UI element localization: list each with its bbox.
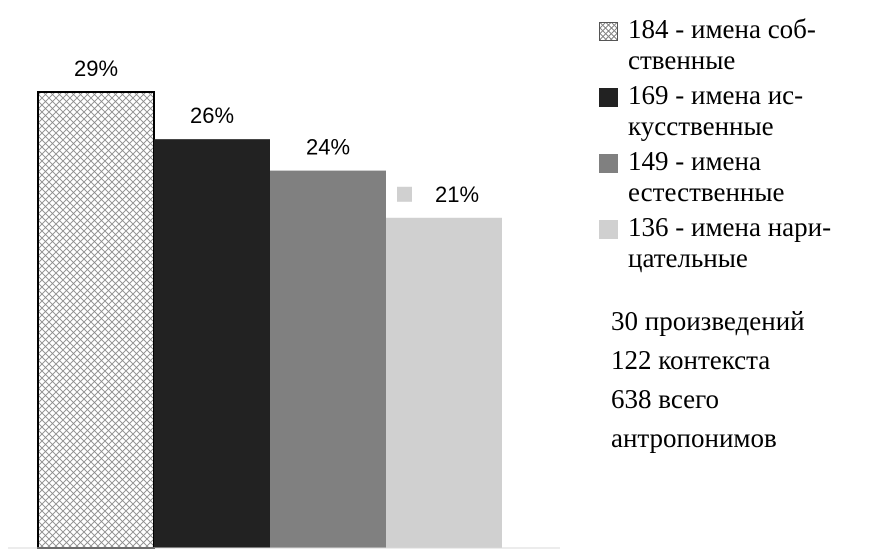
bar-proper-names bbox=[37, 91, 155, 549]
bar-natural-names bbox=[270, 170, 386, 548]
corpus-stats: 30 произведений 122 контекста 638 всего … bbox=[598, 302, 873, 458]
legend-item-natural-names: 149 - имена естественные bbox=[598, 146, 873, 208]
bar-chart: 29% 26% 24% 21% bbox=[8, 56, 560, 549]
legend-label: 169 - имена ис-кусственные bbox=[628, 80, 804, 141]
data-label-marker bbox=[397, 186, 412, 202]
legend-swatch-light-gray bbox=[599, 220, 618, 239]
stats-contexts: 122 контекста bbox=[611, 345, 771, 375]
legend-label: 184 - имена соб-ственные bbox=[628, 14, 816, 75]
legend-label: 136 - имена нари-цательные bbox=[628, 212, 832, 273]
legend-swatch-gray bbox=[599, 154, 618, 173]
bar-common-names bbox=[386, 217, 502, 549]
bar-value-label: 26% bbox=[190, 103, 234, 128]
legend: 184 - имена соб-ственные 169 - имена ис-… bbox=[598, 14, 873, 458]
legend-swatch-black bbox=[599, 88, 618, 107]
legend-item-proper-names: 184 - имена соб-ственные bbox=[598, 14, 873, 76]
bar-value-label: 24% bbox=[306, 135, 350, 160]
stats-total: 638 всего bbox=[611, 384, 720, 414]
bar-value-label: 21% bbox=[435, 182, 479, 207]
stats-anthroponyms: антропонимов bbox=[611, 423, 777, 453]
legend-item-common-names: 136 - имена нари-цательные bbox=[598, 212, 873, 274]
legend-item-artificial-names: 169 - имена ис-кусственные bbox=[598, 80, 873, 142]
legend-swatch-hatched bbox=[599, 22, 618, 41]
bar-value-label: 29% bbox=[74, 56, 118, 81]
stats-works: 30 произведений bbox=[611, 306, 805, 336]
bar-artificial-names bbox=[154, 139, 270, 548]
legend-label: 149 - имена естественные bbox=[628, 146, 785, 207]
